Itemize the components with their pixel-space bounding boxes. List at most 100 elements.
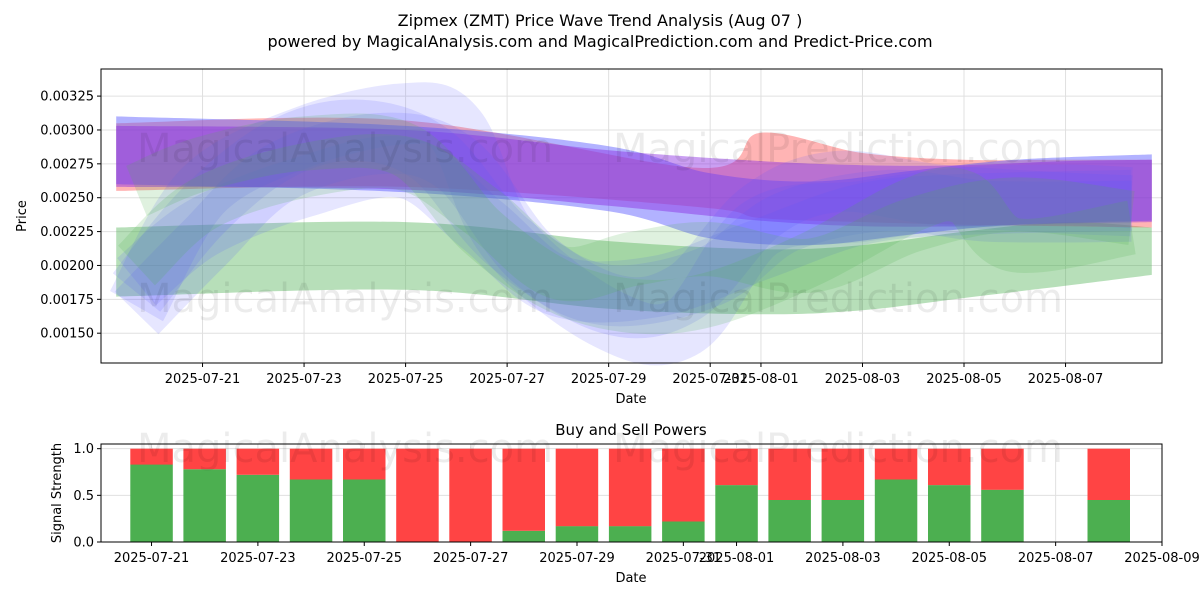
price-x-tick-label: 2025-08-07 [1028, 372, 1104, 387]
price-y-tick-label: 0.00300 [40, 123, 94, 138]
buy-bar [662, 521, 705, 542]
signal-x-label: Date [615, 571, 646, 586]
buy-bar [236, 474, 280, 542]
watermark-bottom-2: MagicalPrediction.com [613, 426, 1063, 472]
price-bands [116, 116, 1152, 315]
sell-bar [183, 448, 226, 470]
signal-x-tick-label: 2025-08-09 [1124, 551, 1200, 566]
sell-bar [662, 448, 705, 522]
price-chart: MagicalAnalysis.com MagicalPrediction.co… [15, 68, 1163, 407]
buy-bar [608, 526, 652, 542]
buy-bar [183, 469, 226, 542]
price-x-tick-label: 2025-07-31 [672, 372, 748, 387]
price-y-tick-label: 0.00325 [40, 90, 94, 105]
price-y-tick-label: 0.00250 [40, 191, 94, 206]
price-ribbons [109, 82, 1137, 366]
sell-bar [502, 448, 545, 531]
blue-band-1 [116, 116, 1152, 246]
signal-y-ticks: 0.0 0.5 1.0 [73, 442, 101, 551]
blue-ribbon-1 [109, 82, 1133, 366]
green-band [116, 221, 1152, 315]
signal-y-tick-label: 1.0 [73, 442, 94, 457]
buy-bar [768, 500, 811, 542]
signal-x-tick-label: 2025-08-07 [1018, 551, 1094, 566]
chart-subtitle: powered by MagicalAnalysis.com and Magic… [267, 32, 932, 51]
sell-bar [768, 448, 811, 500]
sell-bar [715, 448, 758, 486]
blue-ribbon-3 [114, 112, 1132, 335]
signal-x-tick-label: 2025-08-05 [911, 551, 987, 566]
price-y-tick-label: 0.00150 [40, 327, 94, 342]
sell-bar [608, 448, 652, 527]
sell-bar [928, 448, 971, 486]
buy-bar [1087, 500, 1130, 542]
signal-x-tick-label: 2025-08-01 [699, 551, 775, 566]
watermark-bottom-1: MagicalAnalysis.com [137, 426, 553, 472]
price-x-tick-label: 2025-07-21 [165, 372, 241, 387]
signal-x-tick-label: 2025-08-03 [805, 551, 881, 566]
watermark-top-2: MagicalPrediction.com [613, 126, 1063, 172]
sell-bar [130, 448, 173, 465]
signal-x-tick-label: 2025-07-31 [646, 551, 722, 566]
signal-x-tick-label: 2025-07-21 [114, 551, 190, 566]
watermark-top-1: MagicalAnalysis.com [137, 126, 553, 172]
signal-x-tick-label: 2025-07-29 [539, 551, 615, 566]
buy-bar [343, 479, 386, 542]
signal-y-tick-label: 0.5 [73, 489, 94, 504]
signal-x-tick-label: 2025-07-25 [326, 551, 402, 566]
buy-bar [555, 526, 599, 542]
price-x-tick-label: 2025-07-29 [571, 372, 647, 387]
buy-bar [928, 485, 971, 542]
buy-bar [130, 464, 173, 542]
signal-y-label: Signal Strength [50, 443, 65, 543]
buy-bar [874, 479, 918, 542]
price-x-label: Date [615, 392, 646, 407]
price-y-tick-label: 0.00275 [40, 157, 94, 172]
signal-x-ticks: 2025-07-21 2025-07-23 2025-07-25 2025-07-27… [114, 542, 1200, 566]
watermark-top-4: MagicalPrediction.com [613, 276, 1063, 322]
signal-x-tick-label: 2025-07-23 [220, 551, 296, 566]
sell-bar [821, 448, 865, 500]
teal-ribbon-2 [117, 133, 1136, 302]
price-x-tick-label: 2025-08-05 [926, 372, 1002, 387]
signal-chart-title: Buy and Sell Powers [555, 421, 707, 439]
signal-y-tick-label: 0.0 [73, 536, 94, 551]
price-grid [101, 69, 1162, 363]
sell-bar [396, 448, 439, 542]
signal-chart: Buy and Sell Powers MagicalAnalysis.com … [50, 421, 1200, 586]
signal-plot-frame [100, 443, 1163, 543]
price-x-ticks: 2025-07-21 2025-07-23 2025-07-25 2025-07-27… [165, 363, 1104, 387]
buy-bar [502, 530, 545, 542]
purple-band [116, 125, 1152, 227]
price-plot-frame [100, 68, 1163, 364]
blue-ribbon-4 [116, 135, 1133, 323]
price-x-tick-label: 2025-07-23 [266, 372, 342, 387]
buy-bar [981, 489, 1024, 542]
price-y-tick-label: 0.00225 [40, 225, 94, 240]
signal-bars [130, 448, 1130, 542]
price-x-tick-label: 2025-08-01 [723, 372, 799, 387]
chart-title: Zipmex (ZMT) Price Wave Trend Analysis (… [398, 11, 803, 30]
price-y-tick-label: 0.00175 [40, 293, 94, 308]
blue-ribbon-2 [112, 99, 1133, 339]
signal-x-tick-label: 2025-07-27 [433, 551, 509, 566]
price-y-label: Price [15, 200, 30, 232]
sell-bar [981, 448, 1024, 490]
sell-bar [236, 448, 280, 475]
sell-bar [1087, 448, 1130, 500]
teal-ribbon-1 [125, 113, 1137, 335]
sell-bar [289, 448, 333, 480]
price-y-tick-label: 0.00200 [40, 259, 94, 274]
buy-bar [715, 485, 758, 542]
sell-bar [343, 448, 386, 480]
price-x-tick-label: 2025-08-03 [825, 372, 901, 387]
sell-bar [874, 448, 918, 480]
buy-bar [289, 479, 333, 542]
price-x-tick-label: 2025-07-27 [469, 372, 545, 387]
price-x-tick-label: 2025-07-25 [368, 372, 444, 387]
watermark-top-3: MagicalAnalysis.com [137, 276, 553, 322]
sell-bar [555, 448, 599, 527]
price-y-ticks: 0.00150 0.00175 0.00200 0.00225 0.00250 0.002… [40, 90, 101, 342]
sell-bar [449, 448, 492, 542]
